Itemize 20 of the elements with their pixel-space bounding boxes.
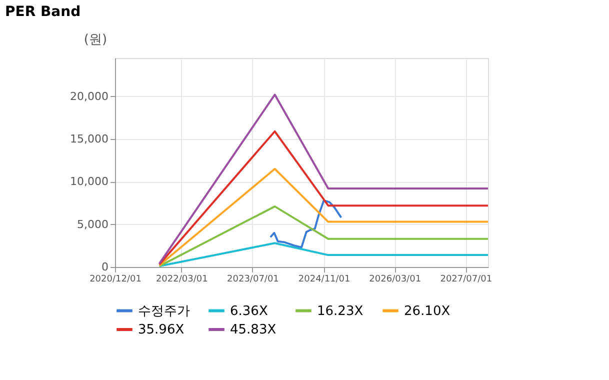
y-tick-label: 10,000: [70, 175, 108, 188]
x-tick-label: 2022/03/01: [156, 274, 208, 284]
y-tick-label: 20,000: [70, 90, 108, 103]
legend-label: 16.23X: [317, 304, 364, 319]
legend-label: 수정주가: [138, 304, 190, 319]
line-series: [269, 199, 342, 248]
y-tick-label: 15,000: [70, 132, 108, 146]
legend-label: 35.96X: [138, 322, 184, 338]
x-tick-label: 2020/12/01: [90, 274, 142, 284]
legend-label: 45.83X: [230, 322, 276, 338]
x-tick-label: 2024/11/01: [298, 274, 350, 284]
y-tick-label: 0: [102, 260, 108, 274]
x-tick-label: 2023/07/01: [227, 274, 279, 284]
legend-label: 6.36X: [230, 304, 268, 319]
y-axis-title: (원): [84, 32, 108, 48]
x-tick-label: 2027/07/01: [440, 274, 492, 284]
y-tick-label: 5,000: [77, 218, 108, 231]
chart-title: PER Band: [5, 4, 81, 20]
x-tick-label: 2026/03/01: [369, 274, 422, 284]
legend-label: 26.10X: [404, 304, 450, 319]
